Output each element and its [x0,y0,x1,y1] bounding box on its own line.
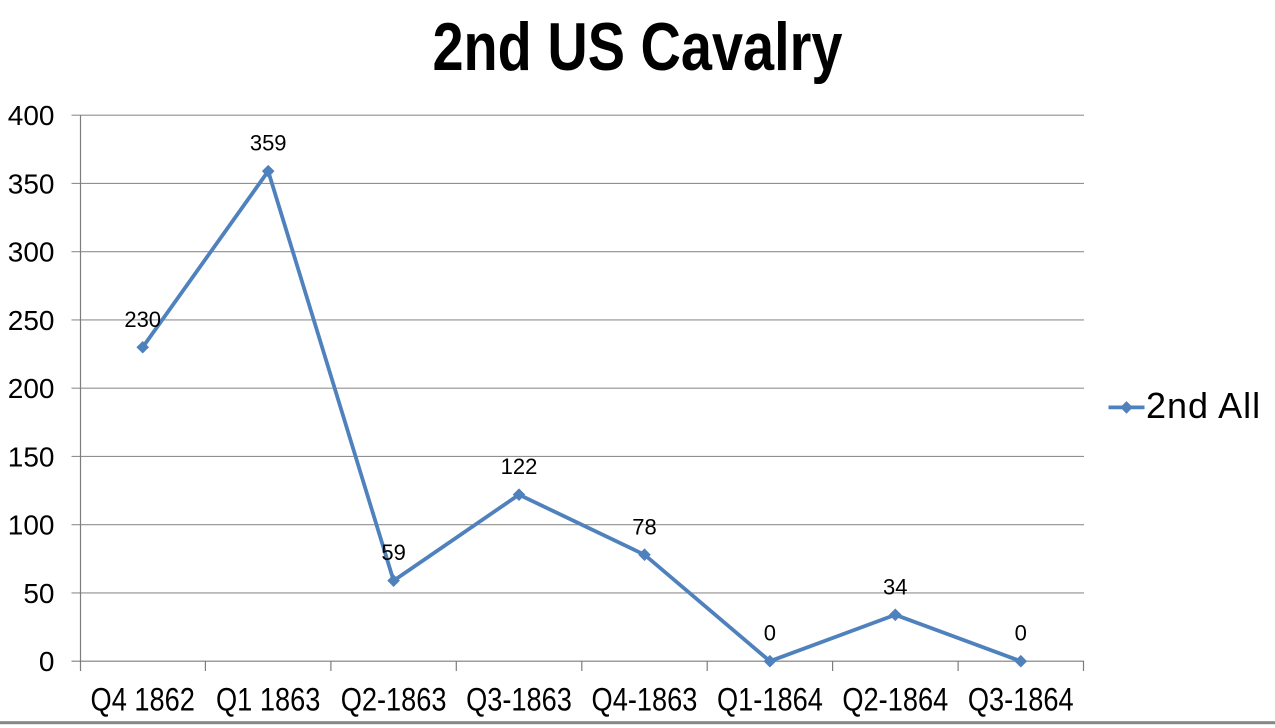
svg-text:200: 200 [8,373,55,404]
svg-text:359: 359 [250,131,287,156]
svg-text:50: 50 [23,578,54,609]
svg-text:34: 34 [883,574,907,599]
svg-text:150: 150 [8,441,55,472]
svg-text:Q1-1864: Q1-1864 [717,682,823,718]
svg-text:Q3-1864: Q3-1864 [968,682,1074,718]
svg-text:0: 0 [39,646,55,677]
svg-text:230: 230 [124,307,161,332]
svg-text:Q2-1863: Q2-1863 [341,682,447,718]
svg-text:400: 400 [8,100,55,131]
svg-text:Q2-1864: Q2-1864 [842,682,948,718]
svg-text:100: 100 [8,510,55,541]
svg-text:Q4 1862: Q4 1862 [91,682,195,718]
svg-text:122: 122 [501,454,538,479]
svg-text:Q3-1863: Q3-1863 [466,682,572,718]
svg-text:2nd All: 2nd All [1146,385,1261,426]
svg-text:Q4-1863: Q4-1863 [592,682,698,718]
svg-text:78: 78 [632,514,656,539]
svg-text:2nd US Cavalry: 2nd US Cavalry [432,10,842,85]
svg-text:0: 0 [764,621,776,646]
svg-text:Q1 1863: Q1 1863 [216,682,320,718]
svg-text:0: 0 [1015,621,1027,646]
svg-text:300: 300 [8,237,55,268]
svg-text:250: 250 [8,305,55,336]
svg-text:350: 350 [8,168,55,199]
svg-text:59: 59 [381,540,405,565]
